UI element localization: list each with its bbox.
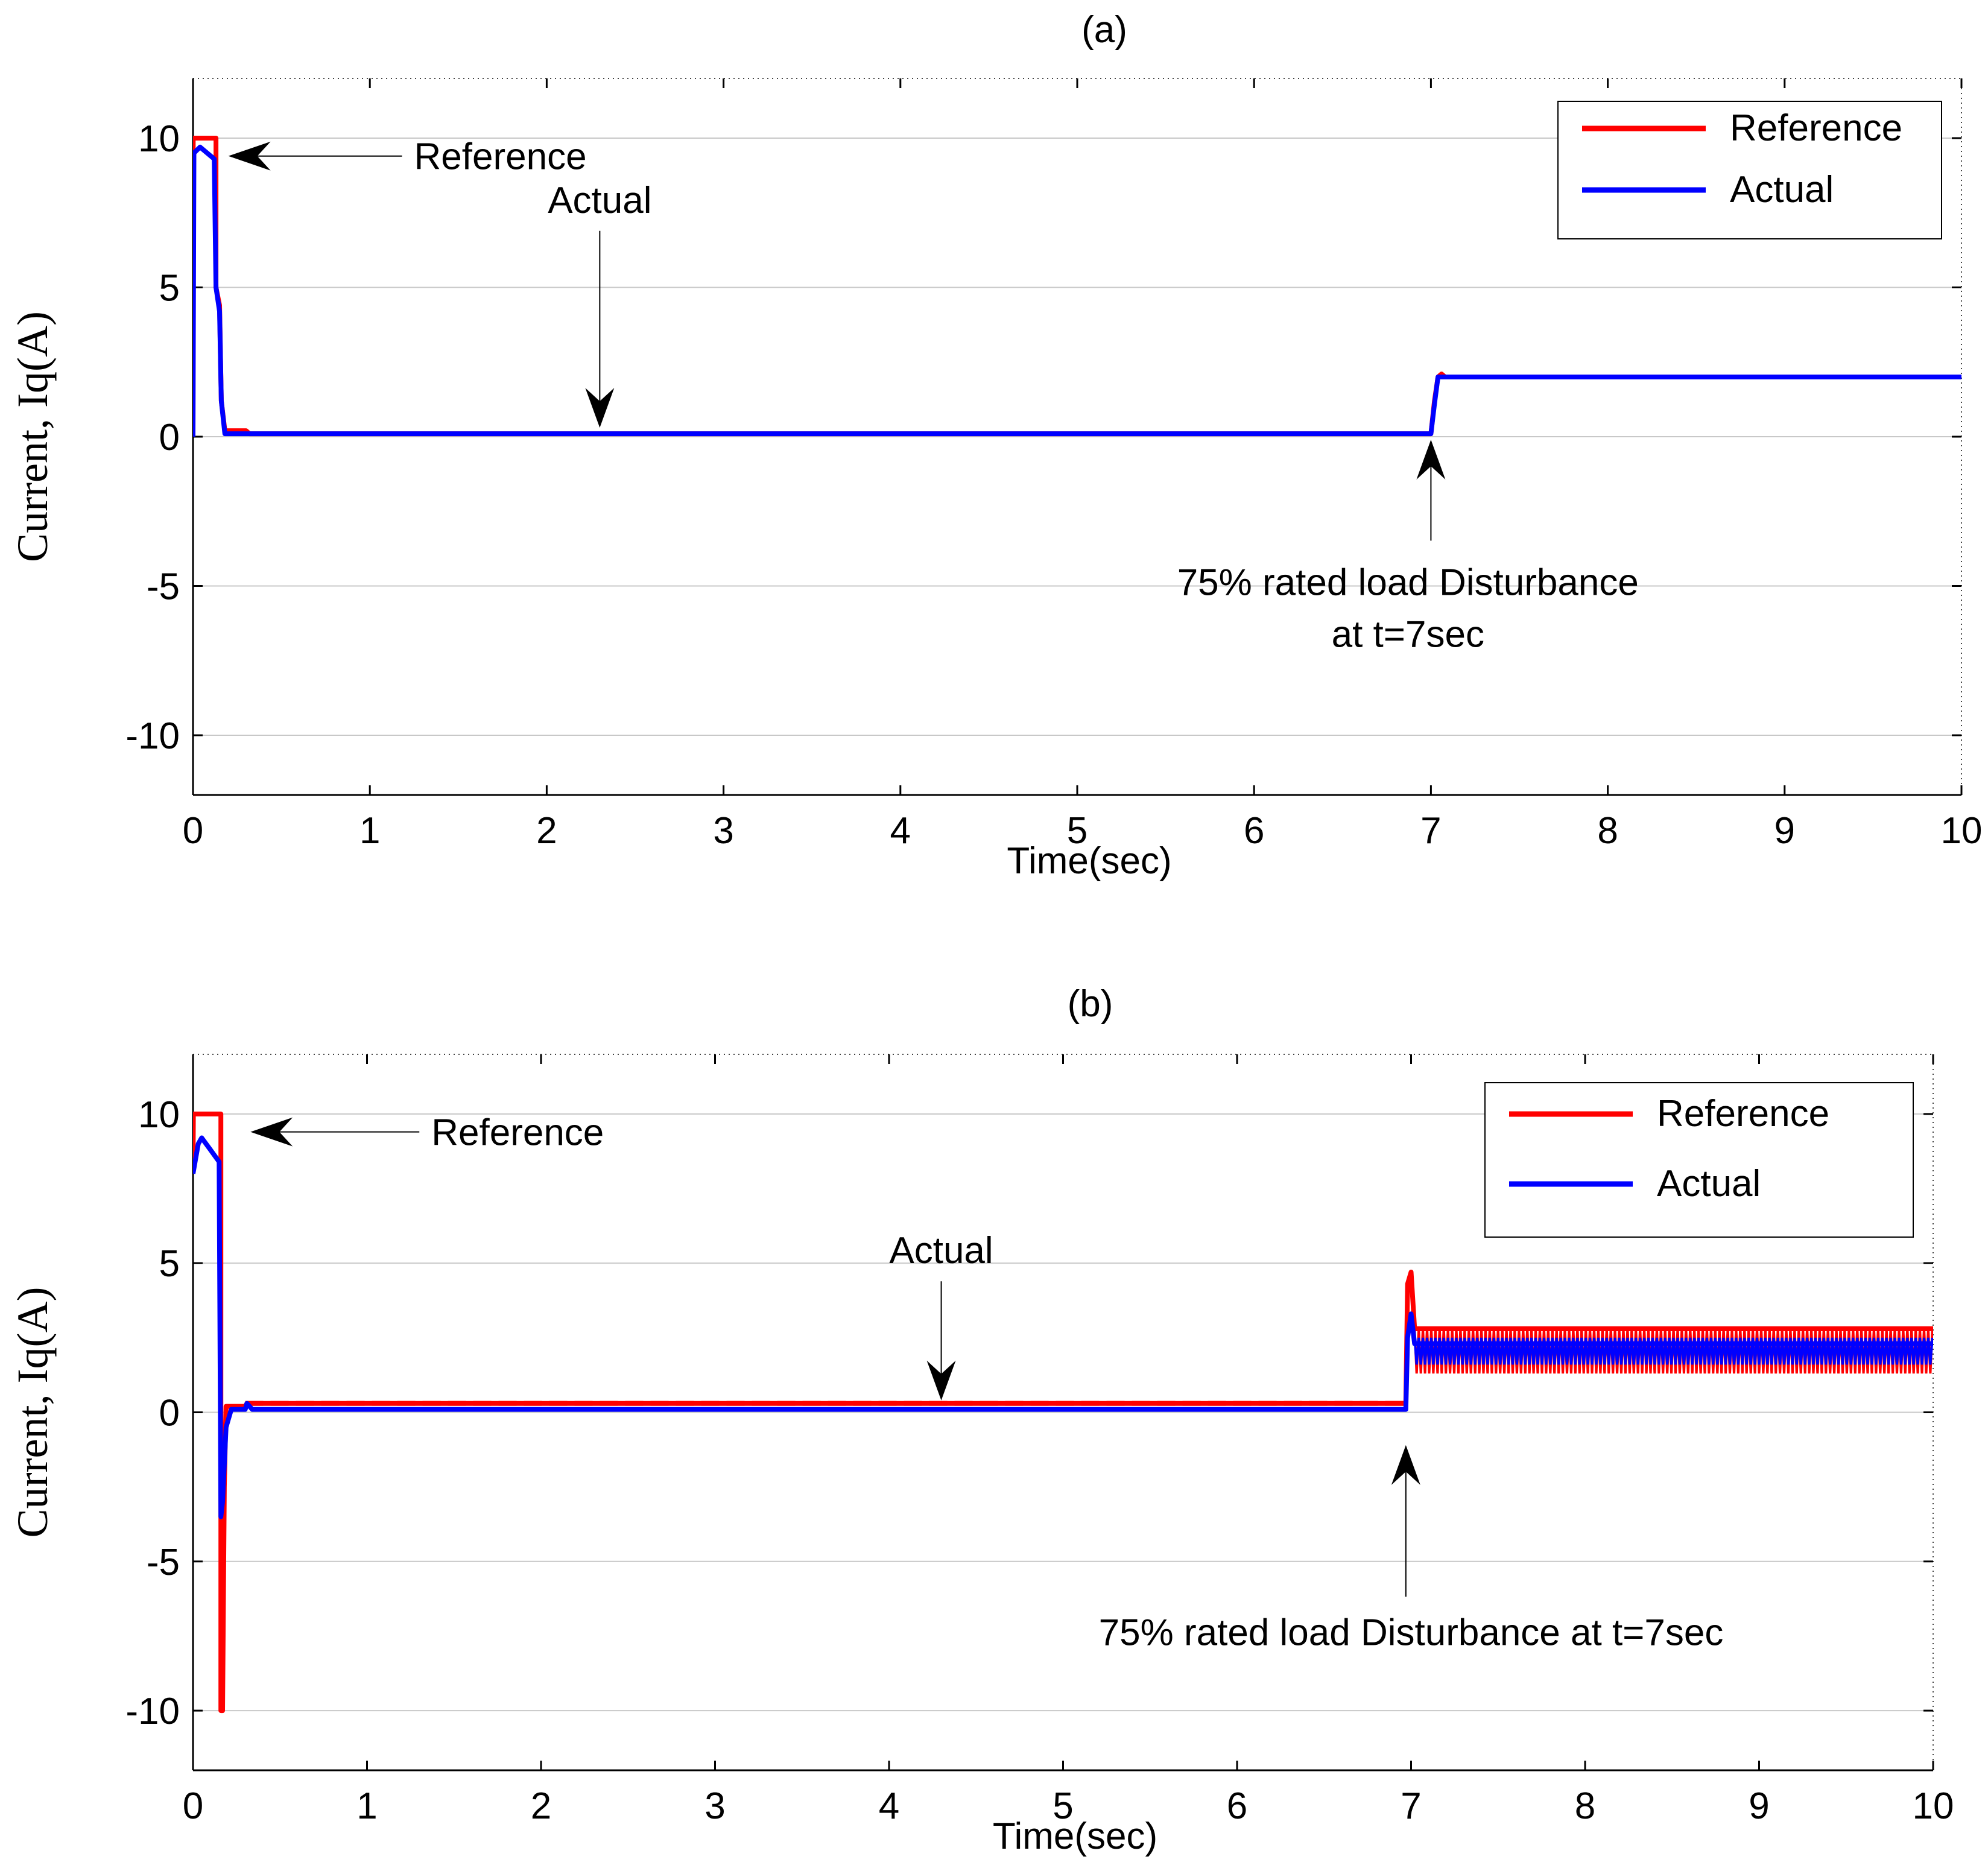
x-tick-label: 4 <box>890 810 911 852</box>
series-actual-oscillation <box>1413 1337 1933 1365</box>
annotation-arrowhead <box>585 388 615 428</box>
annotation-label: 75% rated load Disturbance <box>1177 562 1639 603</box>
annotation-ref: Reference <box>250 1112 604 1154</box>
series-actual-line <box>193 1135 1933 1519</box>
y-tick-label: 10 <box>138 118 180 160</box>
y-tick-label: 5 <box>159 1243 180 1285</box>
x-tick-label: 9 <box>1749 1785 1769 1827</box>
y-tick-label: -5 <box>147 1542 180 1583</box>
x-tick-label: 0 <box>183 1785 203 1827</box>
x-axis-label: Time(sec) <box>1007 840 1171 882</box>
annotation-label: 75% rated load Disturbance at t=7sec <box>1099 1612 1724 1653</box>
series-actual-line <box>193 144 1961 437</box>
annotation-act: Actual <box>548 180 652 428</box>
annotation-label: Reference <box>431 1112 604 1154</box>
x-tick-label: 8 <box>1575 1785 1595 1827</box>
legend-label-actual: Actual <box>1657 1163 1761 1205</box>
annotation-arrowhead <box>1391 1445 1420 1485</box>
legend-box <box>1484 1082 1914 1238</box>
legend: Reference Actual <box>1484 1082 1914 1238</box>
x-axis-label: Time(sec) <box>993 1816 1157 1857</box>
annotation-label: Reference <box>414 136 587 178</box>
x-tick-label: 2 <box>536 810 557 852</box>
annotation-label: at t=7sec <box>1332 613 1484 655</box>
x-tick-label: 7 <box>1401 1785 1421 1827</box>
x-tick-label: 6 <box>1244 810 1264 852</box>
annotation-arrowhead <box>228 141 271 171</box>
annotation-dist: 75% rated load Disturbance at t=7sec <box>1099 1445 1724 1653</box>
annotation-arrowhead <box>1416 439 1446 480</box>
plot-area <box>193 1111 1933 1714</box>
y-tick-label: 10 <box>138 1094 180 1136</box>
x-tick-label: 3 <box>704 1785 725 1827</box>
x-tick-label: 3 <box>713 810 733 852</box>
y-tick-label: 0 <box>159 1393 180 1434</box>
annotation-dist: 75% rated load Disturbance at t=7sec <box>1177 439 1639 655</box>
x-tick-label: 9 <box>1774 810 1795 852</box>
x-tick-label: 0 <box>183 810 203 852</box>
y-tick-label: -5 <box>147 566 180 608</box>
x-tick-label: 8 <box>1597 810 1618 852</box>
legend-label-actual: Actual <box>1730 169 1834 211</box>
x-tick-label: 2 <box>531 1785 551 1827</box>
legend-label-reference: Reference <box>1730 107 1902 149</box>
legend-label-reference: Reference <box>1657 1093 1829 1135</box>
legend-box <box>1557 101 1942 239</box>
plot-area <box>193 136 1961 437</box>
x-tick-label: 10 <box>1913 1785 1954 1827</box>
y-axis-label: Current, Iq(A) <box>8 1287 57 1538</box>
panel-title: (a) <box>1081 9 1127 51</box>
chart-panel-a: (a) 0 1 2 3 4 5 6 7 8 9 10 10 5 0 -5 -10 Time(sec) Current… <box>8 9 1982 882</box>
y-tick-label: -10 <box>125 1691 180 1732</box>
chart-panel-b: (b) 0 1 2 3 4 5 6 7 8 9 10 10 5 0 -5 -10 Time(sec) Current… <box>8 983 1954 1857</box>
x-tick-label: 5 <box>1067 810 1087 852</box>
y-axis-label: Current, Iq(A) <box>8 311 57 562</box>
panel-title: (b) <box>1068 983 1113 1025</box>
x-tick-label: 7 <box>1420 810 1441 852</box>
y-tick-label: 5 <box>159 268 180 309</box>
x-tick-label: 5 <box>1053 1785 1073 1827</box>
annotation-arrowhead <box>926 1360 956 1401</box>
x-tick-label: 1 <box>356 1785 377 1827</box>
y-tick-label: 0 <box>159 417 180 458</box>
annotation-label: Actual <box>889 1230 993 1271</box>
annotation-act: Actual <box>889 1230 993 1401</box>
y-tick-label: -10 <box>125 715 180 757</box>
annotation-arrowhead <box>250 1117 293 1147</box>
annotation-ref: Reference <box>228 136 587 178</box>
x-tick-label: 1 <box>359 810 380 852</box>
x-tick-label: 10 <box>1941 810 1983 852</box>
x-tick-label: 4 <box>879 1785 899 1827</box>
legend: Reference Actual <box>1557 101 1942 239</box>
annotation-label: Actual <box>548 180 651 221</box>
x-tick-label: 6 <box>1227 1785 1247 1827</box>
